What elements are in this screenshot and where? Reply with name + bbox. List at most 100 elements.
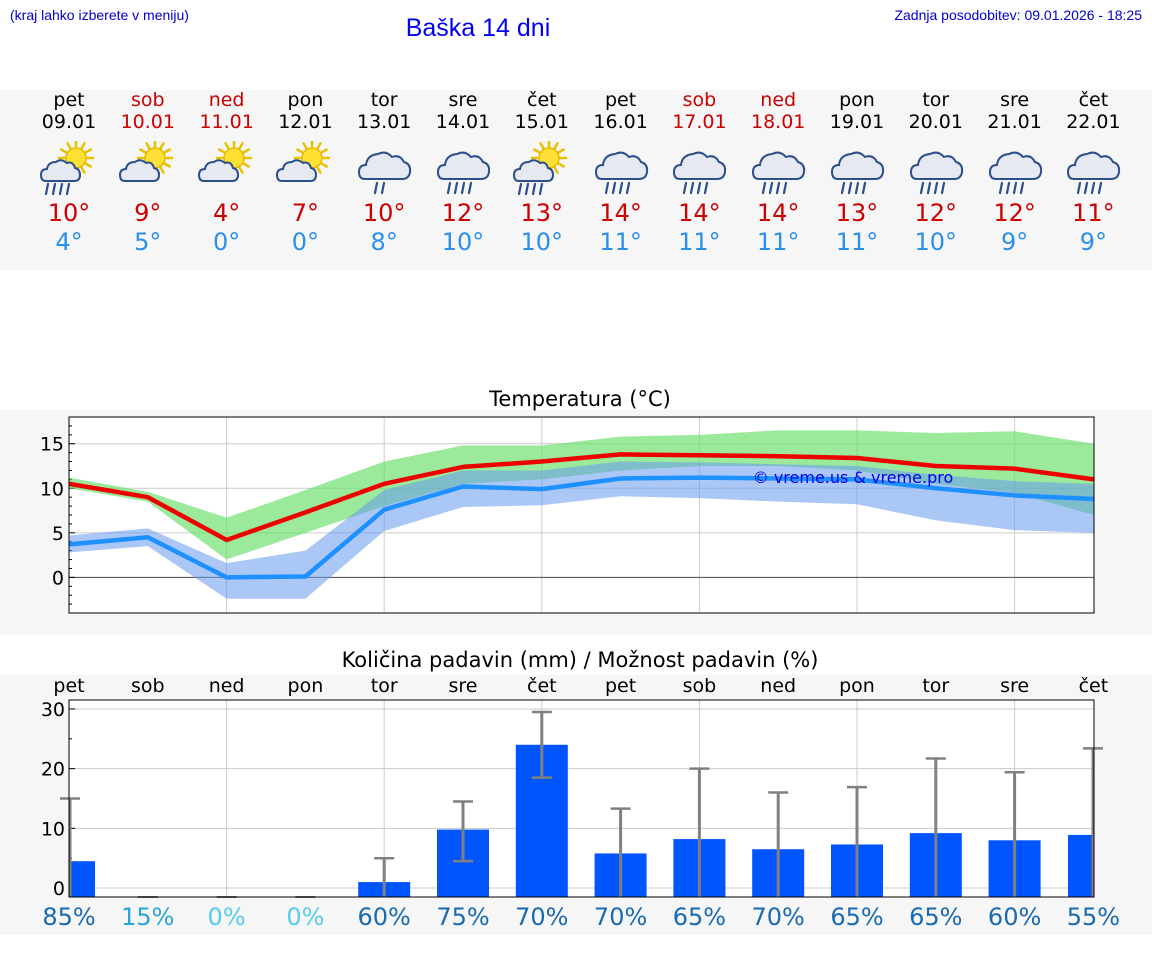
last-update: Zadnja posodobitev: 09.01.2026 - 18:25 xyxy=(894,7,1142,23)
max-temp-line xyxy=(68,452,1095,543)
day-date: 17.01 xyxy=(672,111,727,133)
cloud-rain-icon xyxy=(1067,151,1121,195)
x-category-label: čet xyxy=(1079,675,1109,697)
plot-frame xyxy=(68,416,1095,614)
day-name: sre xyxy=(1000,89,1030,111)
temp-max: 11° xyxy=(1072,199,1115,227)
day-date: 10.01 xyxy=(120,111,175,133)
day-name: tor xyxy=(370,89,398,111)
temp-max: 13° xyxy=(520,199,564,227)
max-temp-range-band xyxy=(69,430,1094,560)
x-category-label: pet xyxy=(53,675,84,697)
day-name: tor xyxy=(922,89,950,111)
day-column: ned 18.01 14° 11° xyxy=(739,88,817,256)
cloud-rain-icon xyxy=(988,151,1042,195)
temp-min: 0° xyxy=(212,228,241,256)
precip-chance: 75% xyxy=(436,903,490,931)
y-tick-label: 15 xyxy=(40,434,64,456)
day-date: 14.01 xyxy=(435,111,491,133)
precip-chance: 60% xyxy=(987,903,1042,931)
x-category-label: sob xyxy=(683,675,717,697)
temp-min: 11° xyxy=(678,228,721,256)
temp-max: 10° xyxy=(47,199,91,227)
temp-max: 14° xyxy=(599,199,642,227)
day-column: sre 14.01 12° 10° xyxy=(424,88,502,256)
day-name: sob xyxy=(682,89,717,111)
min-temp-line xyxy=(68,475,1095,580)
temp-max: 14° xyxy=(756,199,800,227)
x-category-label: čet xyxy=(527,675,557,697)
day-column: pet 16.01 14° 11° xyxy=(582,88,660,256)
sun-cloud-rain-icon xyxy=(40,141,95,196)
day-date: 12.01 xyxy=(278,111,333,133)
watermark: © vreme.us & vreme.pro xyxy=(753,468,954,487)
daily-forecast-band xyxy=(0,90,1152,270)
day-name: čet xyxy=(527,89,557,111)
day-name: pet xyxy=(604,89,637,111)
cloud-rain-icon xyxy=(830,151,885,195)
y-tick-label: 10 xyxy=(40,478,64,500)
day-column: pon 12.01 7° 0° xyxy=(266,88,344,256)
temp-max: 10° xyxy=(362,199,406,227)
day-name: ned xyxy=(208,89,245,111)
day-column: pon 19.01 13° 11° xyxy=(818,88,896,256)
sun-cloud-icon xyxy=(118,141,174,182)
y-tick-label: 0 xyxy=(52,567,64,589)
day-date: 19.01 xyxy=(829,111,885,133)
temperature-chart: 0 5 10 15 © vreme.us & vreme.pro xyxy=(40,416,1095,614)
day-date: 18.01 xyxy=(750,111,806,133)
precip-chance: 60% xyxy=(357,903,411,931)
cloud-rain-icon xyxy=(752,151,806,195)
x-category-label: pet xyxy=(605,675,636,697)
temp-min: 5° xyxy=(134,228,162,256)
x-category-label: tor xyxy=(922,675,949,697)
x-category-label: sob xyxy=(131,675,165,697)
y-tick-label: 10 xyxy=(41,818,65,840)
sun-cloud-rain-icon xyxy=(512,141,568,196)
cloud-rain-icon xyxy=(909,151,963,195)
sun-cloud-icon xyxy=(197,141,252,182)
day-date: 21.01 xyxy=(987,111,1042,133)
precip-chance: 65% xyxy=(909,903,963,931)
day-column: čet 22.01 11° 9° xyxy=(1054,88,1132,256)
day-column: sob 17.01 14° 11° xyxy=(660,88,738,256)
precip-chance: 70% xyxy=(515,903,569,931)
day-date: 22.01 xyxy=(1066,111,1121,133)
precip-chance: 85% xyxy=(42,903,96,931)
precip-chance: 15% xyxy=(121,903,175,931)
x-category-label: pon xyxy=(288,675,324,697)
y-tick-label: 5 xyxy=(52,523,64,545)
temp-min: 10° xyxy=(914,228,958,256)
day-name: pon xyxy=(287,89,324,111)
temp-min: 10° xyxy=(520,228,564,256)
x-category-label: tor xyxy=(371,675,398,697)
y-tick-label: 20 xyxy=(41,759,65,781)
day-name: ned xyxy=(760,89,797,111)
precip-bar xyxy=(69,861,95,897)
precip-chance: 0% xyxy=(207,903,246,931)
temp-min: 9° xyxy=(1000,228,1029,256)
precipitation-chart-title: Količina padavin (mm) / Možnost padavin … xyxy=(341,648,819,672)
page-title: Baška 14 dni xyxy=(0,14,1152,43)
day-column: pet 09.01 10° 4° xyxy=(30,88,108,256)
temp-max: 12° xyxy=(914,199,958,227)
temp-min: 11° xyxy=(835,228,879,256)
x-category-label: ned xyxy=(209,675,245,697)
day-name: sre xyxy=(448,89,478,111)
temp-max: 9° xyxy=(134,199,162,227)
day-column: ned 11.01 4° 0° xyxy=(188,88,266,256)
day-date: 09.01 xyxy=(41,111,97,133)
precip-chance: 0% xyxy=(286,903,325,931)
temp-max: 4° xyxy=(212,199,241,227)
day-column: sob 10.01 9° 5° xyxy=(109,88,187,256)
temp-max: 14° xyxy=(678,199,721,227)
temp-min: 10° xyxy=(441,228,485,256)
day-date: 11.01 xyxy=(199,111,254,133)
temp-max: 12° xyxy=(441,199,485,227)
temp-min: 4° xyxy=(55,228,83,256)
temp-min: 9° xyxy=(1079,228,1108,256)
day-column: tor 13.01 10° 8° xyxy=(345,88,423,256)
x-category-label: pon xyxy=(839,675,875,697)
precip-chance: 70% xyxy=(593,903,648,931)
y-tick-label: 0 xyxy=(53,878,65,900)
